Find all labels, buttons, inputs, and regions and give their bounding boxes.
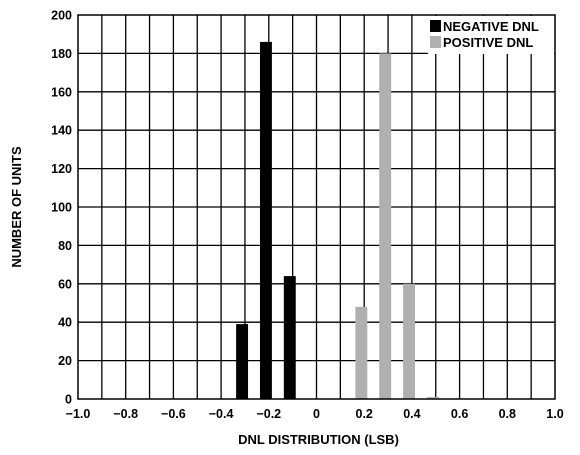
y-tick-label: 140 <box>51 124 72 138</box>
y-tick-label: 180 <box>51 47 72 61</box>
y-tick-label: 20 <box>58 354 72 368</box>
y-tick-label: 100 <box>51 201 72 215</box>
y-tick-label: 60 <box>58 277 72 291</box>
y-tick-labels: 0 20 40 60 80 100 120 140 160 180 200 <box>51 9 72 407</box>
negative-dnl-bar <box>259 41 272 399</box>
x-tick-label: −0.2 <box>256 407 281 421</box>
y-tick-label: 200 <box>51 9 72 23</box>
y-tick-label: 0 <box>65 393 72 407</box>
legend-swatch-positive <box>430 36 441 48</box>
legend-label-positive: POSITIVE DNL <box>443 35 533 50</box>
plot-frame <box>77 14 556 400</box>
negative-dnl-bar <box>236 324 249 399</box>
x-tick-label: −0.4 <box>209 407 234 421</box>
positive-dnl-bar <box>426 397 439 399</box>
positive-dnl-bar <box>379 53 392 400</box>
negative-dnl-bar <box>283 276 296 399</box>
positive-dnl-bar <box>403 283 416 399</box>
grid-lines <box>78 15 555 399</box>
x-axis-title: DNL DISTRIBUTION (LSB) <box>238 432 399 447</box>
x-tick-label: 0.4 <box>403 407 420 421</box>
x-tick-label: −0.6 <box>161 407 186 421</box>
x-tick-label: −0.8 <box>113 407 138 421</box>
positive-dnl-bar <box>355 306 368 399</box>
x-tick-label: 0.6 <box>451 407 468 421</box>
y-tick-label: 160 <box>51 85 72 99</box>
x-tick-label: −1.0 <box>66 407 91 421</box>
y-tick-label: 40 <box>58 316 72 330</box>
y-tick-label: 120 <box>51 162 72 176</box>
x-tick-label: 0.8 <box>499 407 516 421</box>
legend-swatch-negative <box>430 20 441 32</box>
x-tick-label: 0 <box>313 407 320 421</box>
y-tick-label: 80 <box>58 239 72 253</box>
x-tick-label: 1.0 <box>546 407 563 421</box>
legend-label-negative: NEGATIVE DNL <box>443 19 539 34</box>
bars <box>236 41 439 400</box>
x-tick-label: 0.2 <box>356 407 373 421</box>
x-tick-labels: −1.0 −0.8 −0.6 −0.4 −0.2 0 0.2 0.4 0.6 0.8 1.0 <box>66 407 564 421</box>
y-axis-title: NUMBER OF UNITS <box>9 146 24 268</box>
legend-background <box>428 16 554 54</box>
